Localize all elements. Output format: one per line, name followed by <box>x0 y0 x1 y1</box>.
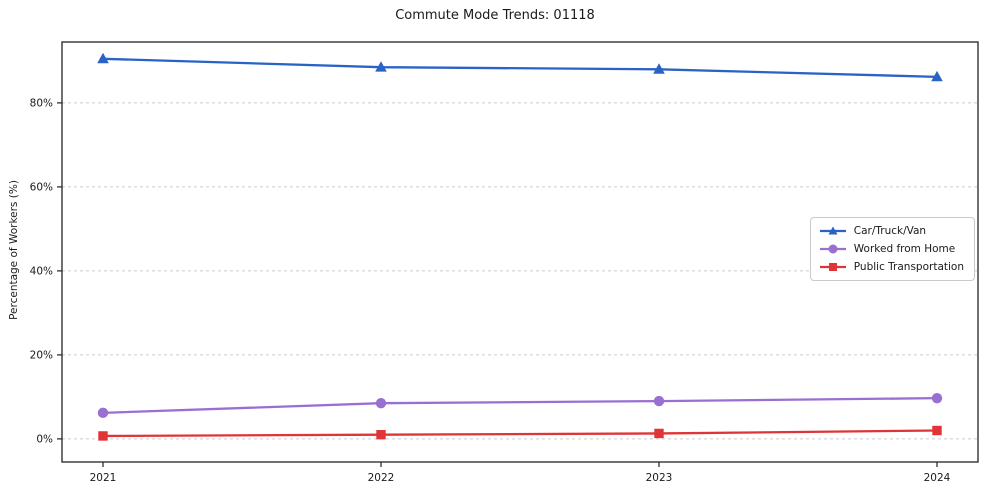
legend-marker-triangle-icon <box>828 226 838 235</box>
legend-entry: Car/Truck/Van <box>819 225 964 237</box>
x-tick-label: 2022 <box>368 472 395 484</box>
legend-label: Car/Truck/Van <box>853 225 927 237</box>
x-tick-label: 2021 <box>90 472 117 484</box>
marker-triangle <box>653 63 665 74</box>
marker-circle <box>97 407 109 419</box>
y-tick-label: 20% <box>30 349 53 361</box>
marker-circle <box>653 395 665 407</box>
marker-circle <box>931 392 943 404</box>
marker-triangle <box>97 52 109 64</box>
x-tick-label: 2023 <box>646 472 673 484</box>
chart-title: Commute Mode Trends: 01118 <box>395 8 595 23</box>
legend-label: Public Transportation <box>853 261 964 273</box>
y-tick-label: 0% <box>36 433 53 445</box>
legend: Car/Truck/Van Worked from Home Public Tran… <box>809 217 975 281</box>
axes-frame <box>61 41 979 463</box>
series-line-car-truck-van <box>101 57 939 79</box>
marker-triangle <box>931 70 943 82</box>
marker-square <box>376 430 386 440</box>
y-tick-label: 40% <box>30 265 53 277</box>
legend-swatch-icon <box>819 226 846 235</box>
legend-entry: Public Transportation <box>819 261 964 273</box>
series-line-public-transportation <box>101 429 939 438</box>
legend-marker-circle-icon <box>828 244 838 254</box>
y-tick-label: 80% <box>30 97 53 109</box>
x-tick-label: 2024 <box>924 472 951 484</box>
legend-label: Worked from Home <box>853 243 956 255</box>
marker-square <box>654 428 664 439</box>
legend-swatch-icon <box>819 263 846 271</box>
legend-swatch-icon <box>819 244 846 254</box>
marker-triangle <box>375 61 387 72</box>
legend-entry: Worked from Home <box>819 243 964 255</box>
marker-square <box>932 425 942 436</box>
series-line-worked-from-home <box>101 397 939 415</box>
marker-square <box>98 431 108 441</box>
marker-circle <box>375 398 387 409</box>
y-tick-label: 60% <box>30 181 53 193</box>
legend-marker-square-icon <box>828 263 837 271</box>
